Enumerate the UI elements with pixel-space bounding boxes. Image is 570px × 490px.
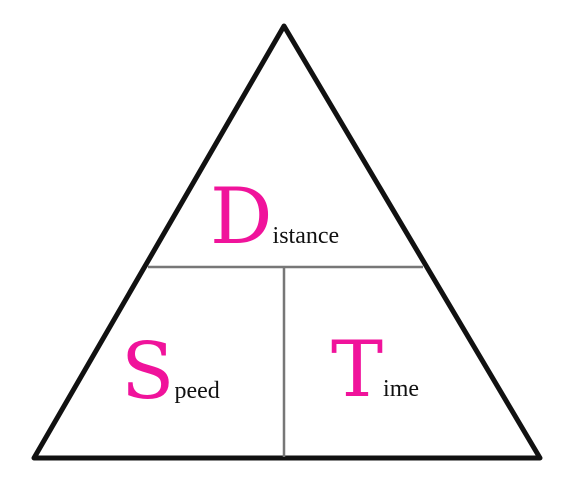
time-initial: T [331, 325, 383, 415]
time-rest: ime [383, 376, 419, 402]
speed-rest: peed [174, 378, 219, 404]
distance-rest: istance [273, 223, 340, 249]
distance-label: Distance [210, 172, 339, 262]
triangle-outline [31, 23, 543, 461]
time-label: Time [331, 325, 419, 415]
distance-initial: D [210, 172, 273, 262]
speed-initial: S [121, 327, 174, 417]
speed-label: Speed [121, 327, 220, 417]
